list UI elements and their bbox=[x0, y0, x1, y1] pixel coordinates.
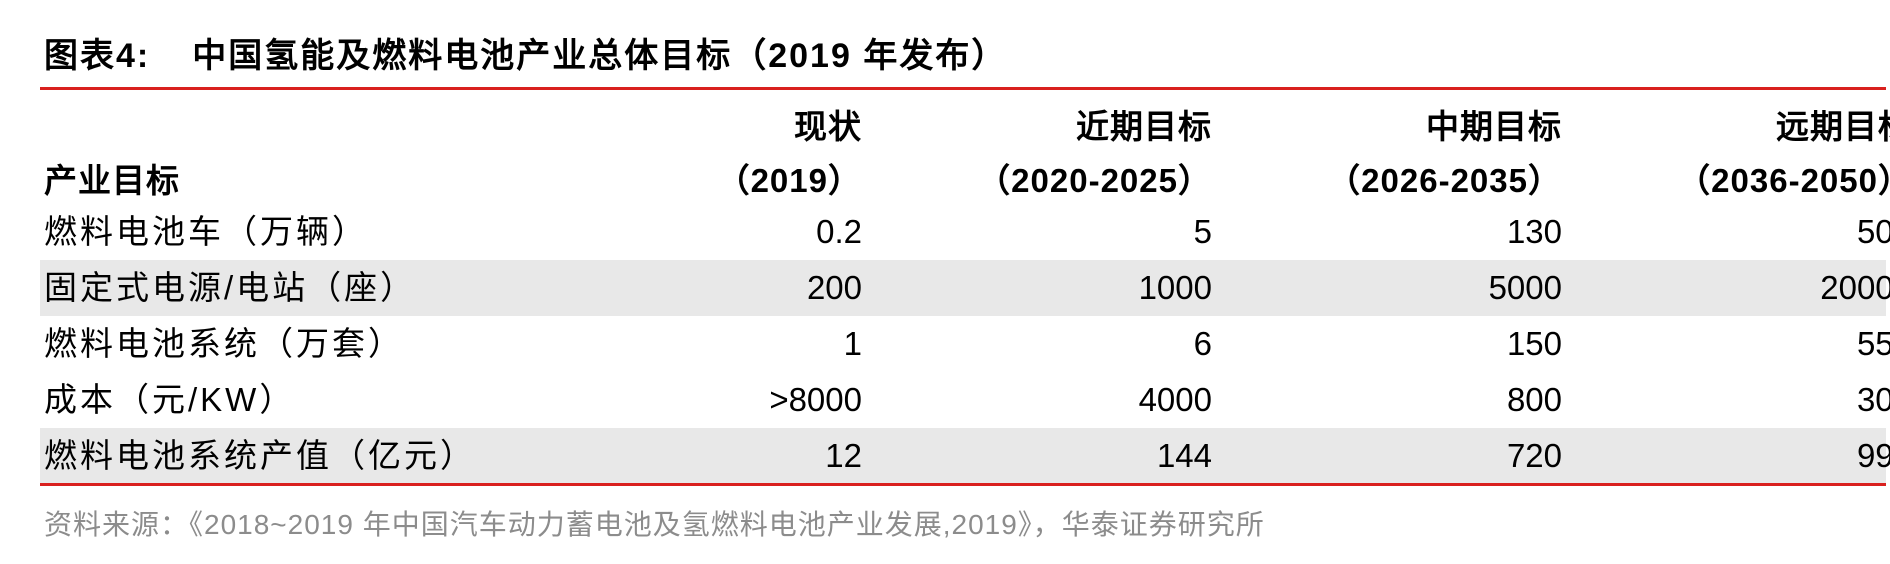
cell-current: 12 bbox=[825, 437, 862, 474]
figure-title: 图表4: 中国氢能及燃料电池产业总体目标（2019 年发布） bbox=[44, 30, 1007, 82]
cell-near-term: 4000 bbox=[1138, 381, 1212, 418]
row-label: 燃料电池系统产值（亿元） bbox=[44, 437, 476, 474]
row-label: 燃料电池系统（万套） bbox=[44, 325, 404, 362]
row-label: 固定式电源/电站（座） bbox=[44, 269, 417, 306]
figure-number: 图表4: bbox=[44, 37, 151, 75]
cell-current: 0.2 bbox=[816, 213, 862, 250]
table-header: 产业目标 现状 （2019） 近期目标 （2020-2025） 中期目标 （20… bbox=[40, 92, 1890, 204]
header-current: 现状 （2019） bbox=[580, 92, 862, 204]
header-long-term-period: （2036-2050） bbox=[1677, 162, 1890, 199]
cell-mid-term: 130 bbox=[1506, 213, 1562, 250]
cell-mid-term: 150 bbox=[1506, 325, 1562, 362]
header-long-term: 远期目标 （2036-2050） bbox=[1590, 92, 1890, 204]
table-row: 固定式电源/电站（座） 200 1000 5000 20000 bbox=[40, 260, 1890, 316]
header-near-term: 近期目标 （2020-2025） bbox=[890, 92, 1212, 204]
cell-current: 1 bbox=[843, 325, 862, 362]
cell-near-term: 1000 bbox=[1138, 269, 1212, 306]
cell-near-term: 6 bbox=[1193, 325, 1212, 362]
cell-long-term: 550 bbox=[1856, 325, 1890, 362]
header-near-term-period: （2020-2025） bbox=[977, 162, 1212, 199]
table-row: 成本（元/KW） >8000 4000 800 300 bbox=[40, 372, 1890, 428]
header-mid-term-period: （2026-2035） bbox=[1327, 162, 1562, 199]
table-row: 燃料电池系统（万套） 1 6 150 550 bbox=[40, 316, 1890, 372]
header-label-text: 产业目标 bbox=[44, 162, 180, 199]
header-near-term-title: 近期目标 bbox=[1076, 108, 1212, 145]
row-label: 成本（元/KW） bbox=[44, 381, 296, 418]
source-note: 资料来源：《2018~2019 年中国汽车动力蓄电池及氢燃料电池产业发展,201… bbox=[44, 509, 1265, 540]
figure-title-text: 中国氢能及燃料电池产业总体目标（2019 年发布） bbox=[192, 37, 1008, 75]
header-current-title: 现状 bbox=[794, 108, 862, 145]
header-mid-term: 中期目标 （2026-2035） bbox=[1240, 92, 1562, 204]
header-mid-term-title: 中期目标 bbox=[1426, 108, 1562, 145]
cell-current: 200 bbox=[806, 269, 862, 306]
cell-long-term: 20000 bbox=[1820, 269, 1890, 306]
header-current-period: （2019） bbox=[716, 162, 862, 199]
cell-near-term: 5 bbox=[1193, 213, 1212, 250]
table-row: 燃料电池车（万辆） 0.2 5 130 500 bbox=[40, 204, 1890, 260]
cell-mid-term: 5000 bbox=[1488, 269, 1562, 306]
cell-long-term: 300 bbox=[1856, 381, 1890, 418]
cell-long-term: 990 bbox=[1856, 437, 1890, 474]
bottom-divider bbox=[40, 483, 1886, 486]
row-label: 燃料电池车（万辆） bbox=[44, 213, 368, 250]
cell-long-term: 500 bbox=[1856, 213, 1890, 250]
table-row: 燃料电池系统产值（亿元） 12 144 720 990 bbox=[40, 428, 1890, 484]
cell-current: >8000 bbox=[769, 381, 862, 418]
cell-mid-term: 800 bbox=[1506, 381, 1562, 418]
header-label-column: 产业目标 bbox=[40, 92, 440, 204]
cell-mid-term: 720 bbox=[1506, 437, 1562, 474]
cell-near-term: 144 bbox=[1156, 437, 1212, 474]
header-long-term-title: 远期目标 bbox=[1776, 108, 1890, 145]
top-divider bbox=[40, 87, 1886, 90]
